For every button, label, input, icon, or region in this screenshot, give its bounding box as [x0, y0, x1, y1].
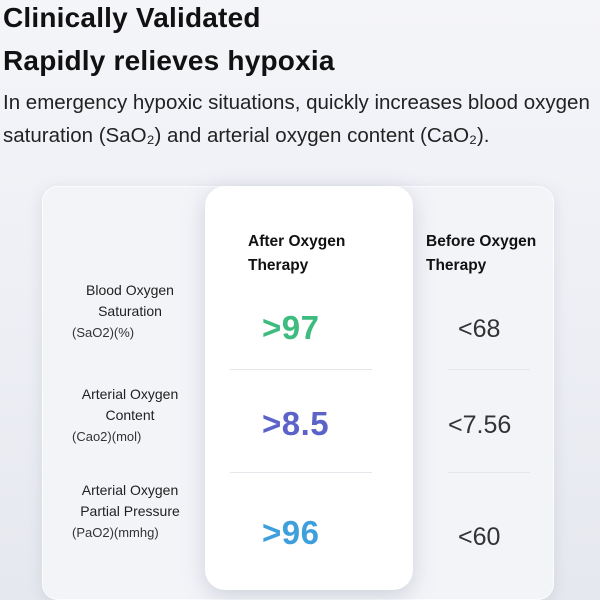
- row-divider: [230, 472, 372, 473]
- description-text: In emergency hypoxic situations, quickly…: [3, 91, 590, 147]
- row-unit: (PaO2)(mmhg): [72, 525, 159, 540]
- row-label-arterial-oxygen-content: Arterial Oxygen Content (Cao2)(mol): [62, 384, 198, 447]
- before-value-saturation: <68: [458, 315, 501, 343]
- row-label-arterial-oxygen-partial-pressure: Arterial Oxygen Partial Pressure (PaO2)(…: [62, 480, 198, 543]
- after-value-saturation: >97: [262, 309, 320, 346]
- column-header-before: Before Oxygen Therapy: [426, 233, 537, 274]
- before-value-content: <7.56: [448, 411, 512, 439]
- row-divider: [448, 472, 530, 473]
- after-therapy-column-panel: [205, 186, 413, 590]
- row-unit: (SaO2)(%): [72, 325, 135, 340]
- after-value-content: >8.5: [262, 405, 330, 442]
- row-label-text: Blood Oxygen Saturation: [86, 282, 174, 319]
- row-label-text: Arterial Oxygen Content: [81, 386, 179, 423]
- headline-relieves-hypoxia: Rapidly relieves hypoxia: [3, 45, 335, 76]
- column-header-after: After Oxygen Therapy: [248, 233, 346, 274]
- row-divider: [448, 369, 530, 370]
- row-unit: (Cao2)(mol): [72, 429, 142, 444]
- row-label-text: Arterial Oxygen Partial Pressure: [80, 482, 180, 519]
- row-label-blood-oxygen-saturation: Blood Oxygen Saturation (SaO2)(%): [62, 280, 198, 343]
- headline-clinically-validated: Clinically Validated: [3, 2, 261, 33]
- row-divider: [230, 369, 372, 370]
- before-value-partial-pressure: <60: [458, 523, 501, 551]
- after-value-partial-pressure: >96: [262, 514, 320, 551]
